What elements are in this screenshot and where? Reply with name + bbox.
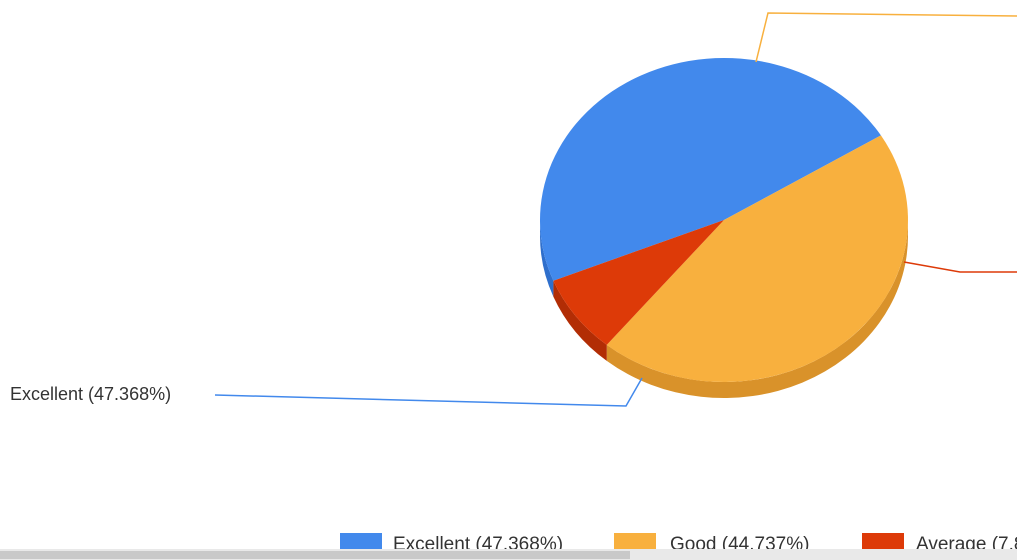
leader-line-average bbox=[903, 261, 1017, 273]
legend-swatch-good bbox=[614, 533, 656, 549]
leader-line-good bbox=[755, 12, 1017, 63]
legend-swatch-excellent bbox=[340, 533, 382, 549]
horizontal-scrollbar[interactable] bbox=[0, 549, 1017, 560]
scrollbar-thumb[interactable] bbox=[0, 551, 630, 559]
pie-3d-sides bbox=[540, 220, 908, 398]
slice-excellent[interactable] bbox=[540, 58, 881, 281]
data-label-excellent: Excellent (47.368%) bbox=[10, 384, 171, 404]
pie-slices bbox=[540, 58, 908, 382]
slice-side-average bbox=[553, 280, 607, 361]
slice-good[interactable] bbox=[606, 135, 908, 382]
leader-lines bbox=[214, 12, 1017, 407]
legend-swatch-average bbox=[862, 533, 904, 549]
slice-side-good bbox=[606, 220, 908, 398]
slice-side-excellent bbox=[540, 220, 554, 297]
slice-average[interactable] bbox=[553, 220, 724, 345]
leader-line-excellent bbox=[214, 377, 643, 407]
